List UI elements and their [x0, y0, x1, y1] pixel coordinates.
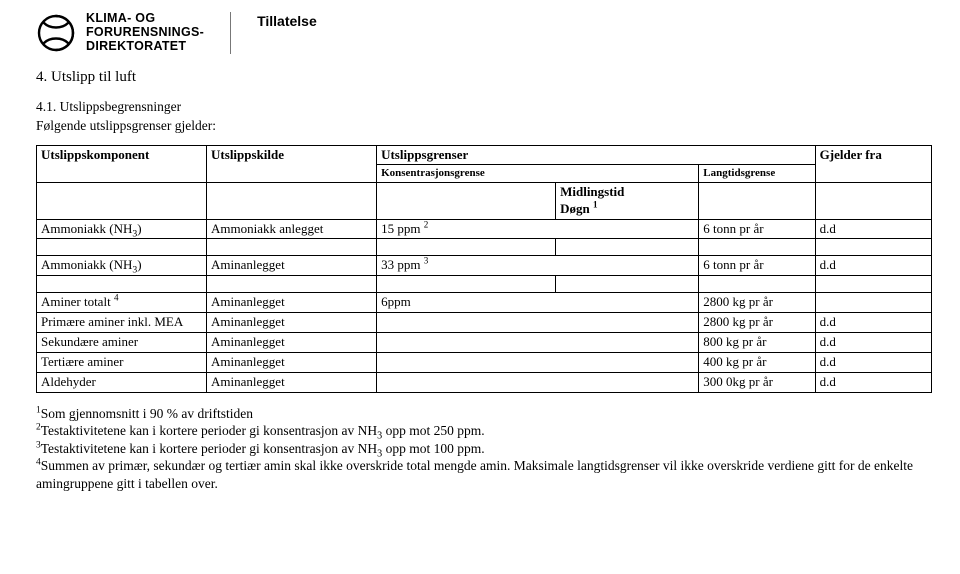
cell-source: Aminanlegget [207, 333, 377, 353]
cell-from: d.d [815, 219, 931, 239]
empty-cell [37, 182, 207, 219]
cell-source: Aminanlegget [207, 293, 377, 313]
empty-cell [377, 182, 556, 219]
empty-cell [207, 276, 377, 293]
table-row [37, 276, 932, 293]
agency-name: KLIMA- OG FORURENSNINGS- DIREKTORATET [86, 12, 204, 53]
footnote-3: 3Testaktivitetene kan i kortere perioder… [36, 440, 932, 458]
empty-cell [37, 276, 207, 293]
col-limits: Utslippsgrenser [377, 145, 816, 165]
empty-cell [815, 239, 931, 256]
cell-longterm: 2800 kg pr år [699, 293, 815, 313]
cell-component: Ammoniakk (NH3) [37, 219, 207, 239]
cell-longterm: 400 kg pr år [699, 353, 815, 373]
table-row: Sekundære aminerAminanlegget 800 kg pr år… [37, 333, 932, 353]
table-row: Ammoniakk (NH3)Ammoniakk anlegget15 ppm … [37, 219, 932, 239]
col-concentration: Konsentrasjonsgrense [377, 165, 699, 182]
document-header: KLIMA- OG FORURENSNINGS- DIREKTORATET Ti… [36, 12, 932, 54]
cell-component: Aminer totalt 4 [37, 293, 207, 313]
empty-cell [699, 276, 815, 293]
empty-cell [556, 239, 699, 256]
footnote-2: 2Testaktivitetene kan i kortere perioder… [36, 422, 932, 440]
empty-cell [815, 276, 931, 293]
intro-text: Følgende utslippsgrenser gjelder: [36, 117, 932, 135]
empty-cell [37, 239, 207, 256]
cell-concentration: 15 ppm 2 [377, 219, 699, 239]
empty-cell [207, 182, 377, 219]
cell-from: d.d [815, 372, 931, 392]
cell-component: Primære aminer inkl. MEA [37, 313, 207, 333]
empty-cell [815, 182, 931, 219]
document-type: Tillatelse [257, 12, 317, 30]
cell-source: Aminanlegget [207, 353, 377, 373]
subsection-heading: 4.1. Utslippsbegrensninger [36, 98, 932, 116]
footnote-1: 1Som gjennomsnitt i 90 % av driftstiden [36, 405, 932, 423]
cell-concentration [377, 372, 699, 392]
cell-source: Ammoniakk anlegget [207, 219, 377, 239]
cell-component: Aldehyder [37, 372, 207, 392]
cell-from: d.d [815, 256, 931, 276]
table-subheader-row-2: Midlingstid Døgn 1 [37, 182, 932, 219]
cell-from: d.d [815, 333, 931, 353]
empty-cell [699, 239, 815, 256]
cell-from: d.d [815, 313, 931, 333]
cell-concentration: 6ppm [377, 293, 699, 313]
avg-unit: Døgn [560, 201, 593, 216]
agency-line1: KLIMA- OG [86, 12, 204, 26]
table-row [37, 239, 932, 256]
col-from: Gjelder fra [815, 145, 931, 182]
agency-logo-block: KLIMA- OG FORURENSNINGS- DIREKTORATET [36, 12, 204, 53]
table-row: Aminer totalt 4Aminanlegget6ppm2800 kg p… [37, 293, 932, 313]
table-row: Primære aminer inkl. MEAAminanlegget 2800… [37, 313, 932, 333]
avg-unit-sup: 1 [593, 199, 598, 209]
empty-cell [699, 182, 815, 219]
agency-line2: FORURENSNINGS- [86, 26, 204, 40]
empty-cell [556, 276, 699, 293]
cell-longterm: 800 kg pr år [699, 333, 815, 353]
cell-component: Sekundære aminer [37, 333, 207, 353]
cell-longterm: 6 tonn pr år [699, 256, 815, 276]
cell-source: Aminanlegget [207, 372, 377, 392]
cell-longterm: 6 tonn pr år [699, 219, 815, 239]
cell-component: Tertiære aminer [37, 353, 207, 373]
cell-from [815, 293, 931, 313]
table-row: Tertiære aminerAminanlegget 400 kg pr ård… [37, 353, 932, 373]
section-heading: 4. Utslipp til luft [36, 68, 932, 88]
footnotes: 1Som gjennomsnitt i 90 % av driftstiden … [36, 405, 932, 493]
empty-cell [377, 239, 556, 256]
cell-concentration [377, 333, 699, 353]
cell-from: d.d [815, 353, 931, 373]
col-source: Utslippskilde [207, 145, 377, 182]
empty-cell [377, 276, 556, 293]
col-avg-time: Midlingstid Døgn 1 [556, 182, 699, 219]
cell-longterm: 2800 kg pr år [699, 313, 815, 333]
cell-concentration [377, 353, 699, 373]
avg-label: Midlingstid [560, 184, 624, 199]
cell-longterm: 300 0kg pr år [699, 372, 815, 392]
empty-cell [207, 239, 377, 256]
cell-source: Aminanlegget [207, 256, 377, 276]
col-longterm: Langtidsgrense [699, 165, 815, 182]
col-component: Utslippskomponent [37, 145, 207, 182]
emissions-table: Utslippskomponent Utslippskilde Utslipps… [36, 145, 932, 393]
cell-component: Ammoniakk (NH3) [37, 256, 207, 276]
swirl-icon [36, 13, 76, 53]
table-row: AldehyderAminanlegget 300 0kg pr ård.d [37, 372, 932, 392]
cell-source: Aminanlegget [207, 313, 377, 333]
table-row: Ammoniakk (NH3)Aminanlegget33 ppm 36 ton… [37, 256, 932, 276]
table-header-row: Utslippskomponent Utslippskilde Utslipps… [37, 145, 932, 165]
cell-concentration [377, 313, 699, 333]
agency-line3: DIREKTORATET [86, 40, 204, 54]
cell-concentration: 33 ppm 3 [377, 256, 699, 276]
footnote-4: 4Summen av primær, sekundær og tertiær a… [36, 457, 932, 492]
header-divider [230, 12, 231, 54]
